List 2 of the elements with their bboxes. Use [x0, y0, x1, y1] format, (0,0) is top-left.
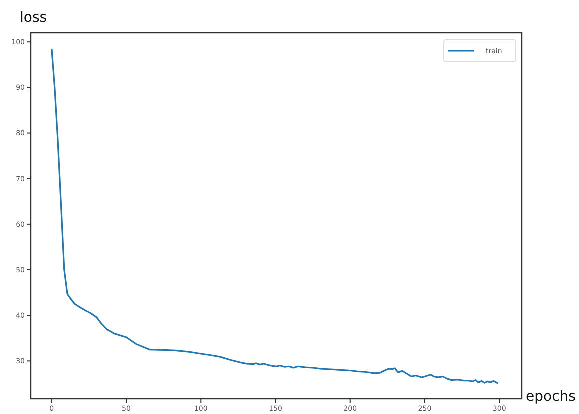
y-axis-title: loss: [20, 10, 48, 26]
x-axis-title: epochs: [526, 389, 576, 405]
